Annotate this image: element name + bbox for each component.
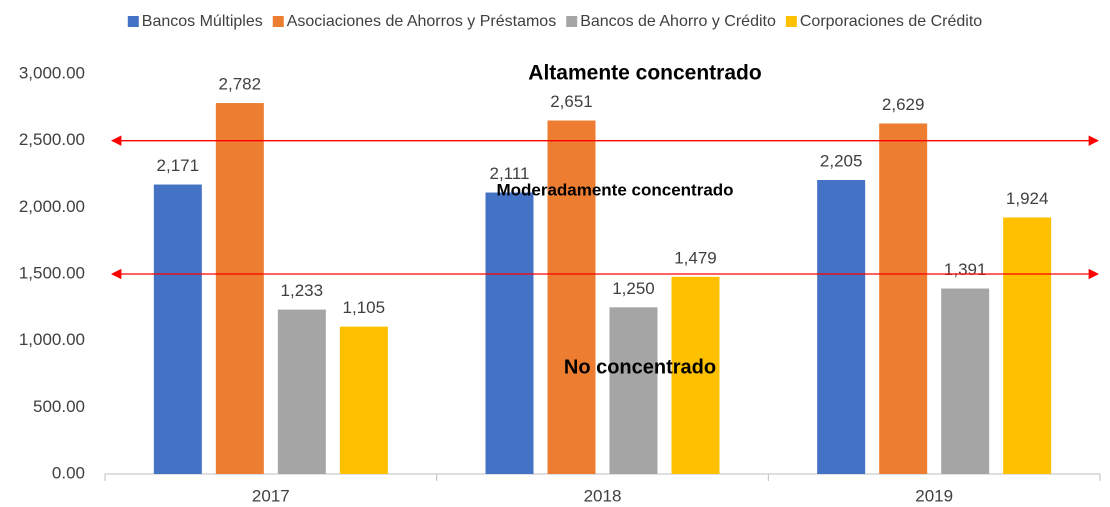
bar bbox=[609, 307, 658, 474]
bar bbox=[153, 184, 202, 475]
bar bbox=[879, 123, 928, 474]
legend-label: Corporaciones de Crédito bbox=[800, 13, 982, 30]
value-label: 2,171 bbox=[157, 156, 200, 175]
x-tick-label: 2018 bbox=[584, 486, 622, 505]
bar bbox=[941, 288, 990, 474]
legend-label: Bancos Múltiples bbox=[142, 13, 263, 30]
y-tick-label: 500.00 bbox=[33, 397, 85, 416]
y-tick-label: 3,000.00 bbox=[19, 63, 85, 82]
value-label: 2,111 bbox=[489, 164, 529, 183]
legend-swatch bbox=[566, 16, 578, 27]
value-label: 1,250 bbox=[612, 279, 655, 298]
bar bbox=[215, 103, 264, 475]
x-tick-label: 2017 bbox=[252, 486, 290, 505]
value-label: 2,782 bbox=[219, 75, 262, 94]
bar bbox=[547, 120, 596, 475]
bar bbox=[277, 309, 326, 474]
legend-label: Bancos de Ahorro y Crédito bbox=[580, 13, 776, 30]
x-tick-label: 2019 bbox=[915, 486, 953, 505]
y-tick-label: 1,000.00 bbox=[19, 330, 85, 349]
annotation: No concentrado bbox=[564, 356, 716, 378]
legend-swatch bbox=[785, 16, 797, 27]
value-label: 2,651 bbox=[550, 92, 593, 111]
value-label: 2,205 bbox=[820, 151, 863, 170]
value-label: 1,479 bbox=[674, 248, 717, 267]
legend-swatch bbox=[127, 16, 139, 27]
y-tick-label: 0.00 bbox=[52, 463, 85, 482]
legend-label: Asociaciones de Ahorros y Préstamos bbox=[287, 13, 556, 30]
y-tick-label: 2,000.00 bbox=[19, 197, 85, 216]
bar bbox=[1003, 217, 1052, 474]
value-label: 1,233 bbox=[281, 281, 324, 300]
annotation: Moderadamente concentrado bbox=[496, 180, 733, 199]
bar bbox=[817, 180, 866, 474]
bar bbox=[671, 276, 720, 474]
legend-swatch bbox=[272, 16, 284, 27]
y-tick-label: 2,500.00 bbox=[19, 130, 85, 149]
value-label: 1,391 bbox=[944, 260, 987, 279]
value-label: 1,924 bbox=[1006, 189, 1049, 208]
y-tick-label: 1,500.00 bbox=[19, 263, 85, 282]
bar bbox=[485, 192, 534, 475]
bar bbox=[339, 326, 388, 474]
value-label: 2,629 bbox=[882, 95, 925, 114]
annotation: Altamente concentrado bbox=[528, 62, 761, 85]
value-label: 1,105 bbox=[343, 298, 386, 317]
